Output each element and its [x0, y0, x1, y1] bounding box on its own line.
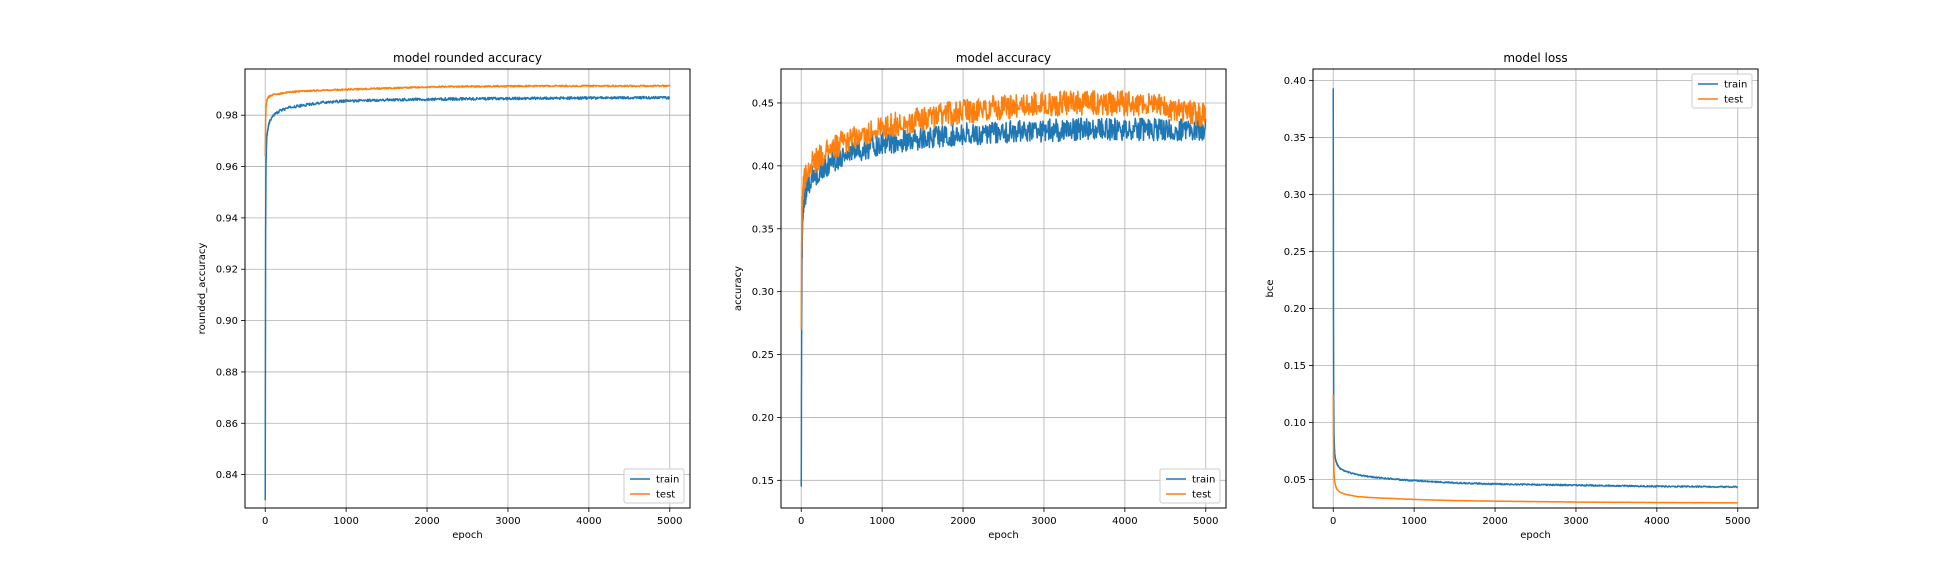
x-tick-label: 3000	[1563, 516, 1588, 527]
series-line-test	[800, 89, 1207, 330]
legend-label-test: test	[656, 490, 675, 501]
y-tick-label: 0.40	[1284, 76, 1306, 87]
y-tick-label: 0.05	[1284, 475, 1306, 486]
legend: train test	[623, 468, 685, 504]
x-tick-label: 0	[262, 516, 268, 527]
chart-title: model rounded accuracy	[393, 51, 542, 65]
x-tick-label: 1000	[869, 516, 894, 527]
y-tick-label: 0.30	[752, 287, 774, 298]
y-tick-label: 0.92	[216, 265, 238, 276]
x-tick-label: 3000	[495, 516, 520, 527]
y-tick-label: 0.90	[216, 316, 238, 327]
y-tick-label: 0.25	[752, 350, 774, 361]
y-axis-label: accuracy	[733, 266, 744, 311]
y-tick-label: 0.94	[216, 213, 238, 224]
axes-frame	[244, 68, 691, 509]
y-tick-label: 0.35	[752, 224, 774, 235]
series-line-train	[264, 95, 671, 501]
x-axis-label: epoch	[988, 530, 1018, 541]
legend-label-test: test	[1724, 95, 1743, 106]
legend-label-train: train	[656, 475, 679, 486]
chart-title: model loss	[1503, 51, 1567, 65]
y-tick-label: 0.20	[1284, 304, 1306, 315]
x-tick-label: 4000	[1112, 516, 1137, 527]
x-axis-label: epoch	[1520, 530, 1550, 541]
series-line-train	[800, 117, 1207, 487]
x-axis-label: epoch	[452, 530, 482, 541]
legend: train test	[1159, 468, 1221, 504]
legend-label-train: train	[1192, 475, 1215, 486]
x-tick-label: 4000	[1644, 516, 1669, 527]
y-tick-label: 0.84	[216, 470, 238, 481]
y-tick-label: 0.88	[216, 367, 238, 378]
series-line-test	[1332, 393, 1738, 504]
axes-frame	[1312, 68, 1759, 509]
y-tick-label: 0.15	[752, 476, 774, 487]
legend: train test	[1691, 73, 1753, 109]
legend-label-train: train	[1724, 80, 1747, 91]
x-tick-label: 0	[798, 516, 804, 527]
y-tick-label: 0.35	[1284, 133, 1306, 144]
y-axis-label: bce	[1265, 280, 1276, 298]
y-tick-label: 0.96	[216, 162, 238, 173]
y-tick-label: 0.10	[1284, 418, 1306, 429]
chart-panel-2: 0 1000 2000 3000 4000 5000 0.15 0.20 0.25 0.30 0.3…	[733, 51, 1227, 541]
series-line-test	[264, 84, 671, 157]
x-tick-label: 2000	[950, 516, 975, 527]
chart-panel-1: 0 1000 2000 3000 4000 5000 0.84 0.86 0.88 0.90 0.9…	[197, 51, 691, 541]
x-tick-label: 4000	[576, 516, 601, 527]
x-tick-label: 0	[1330, 516, 1336, 527]
x-tick-label: 1000	[333, 516, 358, 527]
chart-title: model accuracy	[956, 51, 1051, 65]
y-tick-label: 0.30	[1284, 190, 1306, 201]
x-tick-label: 2000	[414, 516, 439, 527]
chart-panel-3: 0 1000 2000 3000 4000 5000 0.05 0.10 0.15 0.20 0.2…	[1265, 51, 1759, 541]
series-line-train	[1332, 88, 1738, 489]
y-tick-label: 0.98	[216, 111, 238, 122]
x-tick-label: 3000	[1031, 516, 1056, 527]
y-tick-label: 0.15	[1284, 361, 1306, 372]
x-tick-label: 5000	[657, 516, 682, 527]
y-tick-label: 0.20	[752, 413, 774, 424]
y-tick-label: 0.45	[752, 98, 774, 109]
y-tick-label: 0.25	[1284, 247, 1306, 258]
y-tick-label: 0.40	[752, 161, 774, 172]
x-tick-label: 5000	[1725, 516, 1750, 527]
x-tick-label: 2000	[1482, 516, 1507, 527]
legend-label-test: test	[1192, 490, 1211, 501]
x-tick-label: 1000	[1401, 516, 1426, 527]
axes-frame	[780, 68, 1227, 509]
y-tick-label: 0.86	[216, 419, 238, 430]
y-axis-label: rounded_accuracy	[197, 243, 208, 335]
x-tick-label: 5000	[1193, 516, 1218, 527]
